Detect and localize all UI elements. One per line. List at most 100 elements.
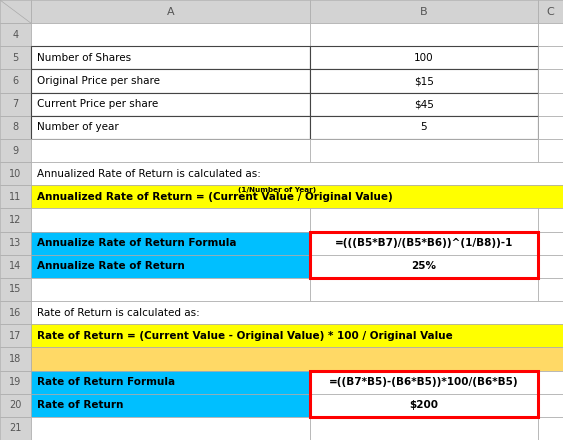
Bar [0, 231, 31, 255]
Text: 15: 15 [10, 285, 21, 294]
Bar [0, 70, 31, 93]
Text: 8: 8 [12, 122, 19, 132]
Text: 6: 6 [12, 76, 19, 86]
Bar [538, 417, 563, 440]
Text: =(((B5*B7)/(B5*B6))^(1/B8))-1: =(((B5*B7)/(B5*B6))^(1/B8))-1 [334, 238, 513, 248]
Bar [310, 278, 538, 301]
Bar [310, 23, 538, 46]
Text: B: B [420, 7, 427, 17]
Text: 13: 13 [10, 238, 21, 248]
Text: 10: 10 [10, 169, 21, 179]
Bar [31, 139, 310, 162]
Bar [538, 70, 563, 93]
Bar [310, 370, 538, 394]
Bar [31, 370, 310, 394]
Bar [0, 116, 31, 139]
Text: 25%: 25% [411, 261, 436, 271]
Text: 12: 12 [10, 215, 21, 225]
Bar [310, 231, 538, 278]
Bar [538, 278, 563, 301]
Text: $200: $200 [409, 400, 438, 410]
Bar [31, 417, 310, 440]
Bar [31, 347, 563, 370]
Bar [310, 46, 538, 70]
Bar [0, 324, 31, 347]
Bar [0, 139, 31, 162]
Bar [0, 394, 31, 417]
Bar [31, 209, 310, 231]
Bar [31, 116, 310, 139]
Text: =((B7*B5)-(B6*B5))*100/(B6*B5): =((B7*B5)-(B6*B5))*100/(B6*B5) [329, 377, 519, 387]
Text: Original Price per share: Original Price per share [37, 76, 159, 86]
Text: 11: 11 [10, 192, 21, 202]
Text: 19: 19 [10, 377, 21, 387]
Text: 21: 21 [10, 423, 21, 433]
Text: Rate of Return: Rate of Return [37, 400, 123, 410]
Text: Rate of Return is calculated as:: Rate of Return is calculated as: [37, 308, 199, 318]
Text: Annualized Rate of Return is calculated as:: Annualized Rate of Return is calculated … [37, 169, 261, 179]
Bar [538, 116, 563, 139]
Bar [31, 93, 310, 116]
Text: $15: $15 [414, 76, 434, 86]
Bar [31, 301, 563, 324]
Text: 20: 20 [10, 400, 21, 410]
Bar [538, 93, 563, 116]
Bar [31, 185, 563, 209]
Bar [0, 278, 31, 301]
Bar [310, 231, 538, 255]
Text: 4: 4 [12, 30, 19, 40]
Text: 16: 16 [10, 308, 21, 318]
Bar [538, 46, 563, 70]
Text: 14: 14 [10, 261, 21, 271]
Bar [310, 0, 538, 23]
Bar [0, 347, 31, 370]
Bar [538, 255, 563, 278]
Text: 5: 5 [12, 53, 19, 63]
Text: Rate of Return Formula: Rate of Return Formula [37, 377, 175, 387]
Bar [31, 324, 563, 347]
Bar [0, 23, 31, 46]
Bar [31, 394, 310, 417]
Bar [310, 70, 538, 93]
Text: C: C [547, 7, 554, 17]
Bar [0, 209, 31, 231]
Bar [0, 417, 31, 440]
Bar [310, 116, 538, 139]
Bar [538, 23, 563, 46]
Text: Number of year: Number of year [37, 122, 118, 132]
Text: Number of Shares: Number of Shares [37, 53, 131, 63]
Bar [538, 209, 563, 231]
Bar [0, 301, 31, 324]
Text: $45: $45 [414, 99, 434, 109]
Bar [538, 139, 563, 162]
Bar [31, 0, 310, 23]
Bar [310, 93, 538, 116]
Bar [310, 370, 538, 417]
Bar [0, 255, 31, 278]
Bar [0, 162, 31, 185]
Text: A: A [167, 7, 174, 17]
Bar [31, 162, 563, 185]
Bar [31, 46, 310, 70]
Text: Current Price per share: Current Price per share [37, 99, 158, 109]
Text: (1/Number of Year): (1/Number of Year) [238, 187, 316, 193]
Bar [538, 370, 563, 394]
Text: Annualize Rate of Return: Annualize Rate of Return [37, 261, 184, 271]
Text: 17: 17 [10, 331, 21, 341]
Bar [310, 255, 538, 278]
Bar [538, 0, 563, 23]
Text: 9: 9 [12, 146, 19, 155]
Bar [0, 46, 31, 70]
Bar [31, 70, 310, 93]
Bar [538, 394, 563, 417]
Bar [31, 278, 310, 301]
Bar [310, 139, 538, 162]
Text: Annualize Rate of Return Formula: Annualize Rate of Return Formula [37, 238, 236, 248]
Bar [31, 231, 310, 255]
Bar [31, 255, 310, 278]
Bar [310, 417, 538, 440]
Bar [538, 231, 563, 255]
Text: 100: 100 [414, 53, 434, 63]
Bar [0, 370, 31, 394]
Text: 18: 18 [10, 354, 21, 364]
